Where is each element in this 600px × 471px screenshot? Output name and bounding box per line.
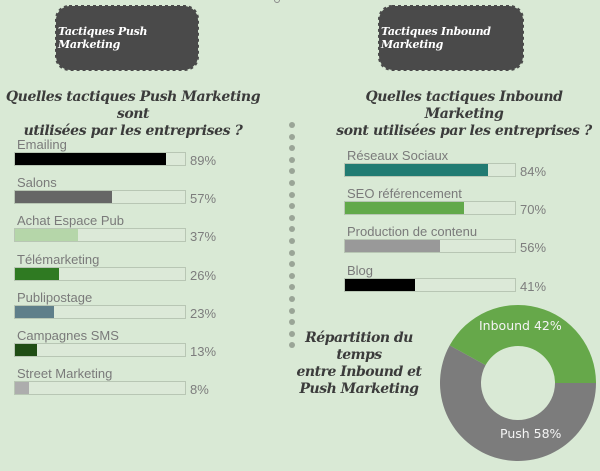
donut-chart: Inbound 42% Push 58% xyxy=(438,303,598,471)
bar-track xyxy=(14,304,186,319)
bar-track xyxy=(344,239,516,254)
bar-fill xyxy=(345,278,415,291)
push-question-title: Quelles tactiques Push Marketing sont ut… xyxy=(4,89,262,140)
donut-segment-inbound xyxy=(449,305,596,383)
bar-fill xyxy=(15,191,112,204)
bar-fill xyxy=(15,305,55,318)
bar-fill xyxy=(345,164,488,176)
inbound-question-line2: sont utilisées par les entreprises ? xyxy=(336,123,592,139)
bar-value: 8% xyxy=(190,382,209,398)
bar-fill xyxy=(15,229,78,242)
bar-fill xyxy=(15,344,38,356)
bar-value: 89% xyxy=(190,153,217,168)
divider-dot xyxy=(289,307,295,314)
bar-fill xyxy=(345,240,441,253)
divider-dot xyxy=(289,261,295,268)
bar-track xyxy=(14,190,186,205)
push-badge-label: Tactiques Push Marketing xyxy=(58,25,148,51)
bar-track xyxy=(344,163,516,177)
bar-value: 13% xyxy=(190,344,217,359)
bar-label: Salons xyxy=(17,175,57,191)
bar-value: 56% xyxy=(520,240,547,256)
divider-dot xyxy=(289,191,295,198)
divider-dot xyxy=(289,226,295,233)
divider-dot xyxy=(289,284,295,291)
push-question-line2: utilisées par les entreprises ? xyxy=(23,123,243,139)
donut-label-push: Push 58% xyxy=(500,426,562,441)
divider-dot xyxy=(289,156,295,163)
bar-value: 26% xyxy=(190,267,217,283)
divider-dot xyxy=(289,342,295,349)
bar-track xyxy=(14,266,186,281)
bar-label: Réseaux Sociaux xyxy=(347,148,449,163)
divider-dot xyxy=(289,319,295,326)
divider-dot xyxy=(289,133,295,140)
inbound-section-badge: Tactiques Inbound Marketing xyxy=(378,5,524,71)
bar-value: 37% xyxy=(190,229,217,245)
bar-value: 70% xyxy=(520,202,547,218)
bar-label: SEO référencement xyxy=(347,186,462,202)
donut-title: Répartition du temps entre Inbound et Pu… xyxy=(296,330,422,398)
bar-value: 57% xyxy=(190,191,217,207)
dotted-divider xyxy=(289,122,295,354)
divider-dot xyxy=(289,145,295,152)
bar-label: Street Marketing xyxy=(17,366,113,382)
bar-track xyxy=(344,201,516,216)
bar-label: Emailing xyxy=(17,137,67,152)
bar-track xyxy=(14,381,186,396)
divider-dot xyxy=(289,249,295,256)
bar-label: Blog xyxy=(347,262,374,278)
bar-fill xyxy=(15,267,60,280)
divider-dot xyxy=(289,330,295,337)
divider-dot xyxy=(289,237,295,244)
donut-title-line3: Push Marketing xyxy=(299,381,419,397)
donut-label-inbound: Inbound 42% xyxy=(479,318,562,333)
inbound-question-title: Quelles tactiques Inbound Marketing sont… xyxy=(336,89,592,140)
bar-label: Télémarketing xyxy=(17,251,100,267)
divider-dot xyxy=(289,122,295,128)
divider-dot xyxy=(289,179,295,186)
bar-track xyxy=(344,277,516,292)
divider-dot xyxy=(289,272,295,279)
bar-value: 84% xyxy=(520,164,547,179)
bar-track xyxy=(14,228,186,243)
top-marker xyxy=(274,0,280,3)
inbound-question-line1: Quelles tactiques Inbound Marketing xyxy=(365,89,563,122)
bar-fill xyxy=(15,153,167,165)
bar-label: Campagnes SMS xyxy=(17,328,119,343)
divider-dot xyxy=(289,203,295,210)
bar-fill xyxy=(345,202,464,215)
bar-track xyxy=(14,152,186,166)
divider-dot xyxy=(289,214,295,221)
bar-value: 23% xyxy=(190,305,217,321)
bar-value: 41% xyxy=(520,278,547,294)
bar-label: Achat Espace Pub xyxy=(17,213,124,229)
bar-label: Production de contenu xyxy=(347,224,478,240)
bar-label: Publipostage xyxy=(17,289,93,305)
donut-svg xyxy=(440,305,596,461)
bar-fill xyxy=(15,382,29,395)
donut-segment-push xyxy=(440,345,596,461)
donut-title-line1: Répartition du temps xyxy=(305,330,413,363)
inbound-badge-label: Tactiques Inbound Marketing xyxy=(381,25,491,51)
divider-dot xyxy=(289,295,295,302)
divider-dot xyxy=(289,168,295,175)
push-question-line1: Quelles tactiques Push Marketing sont xyxy=(5,89,261,122)
donut-title-line2: entre Inbound et xyxy=(296,364,422,380)
bar-track xyxy=(14,343,186,357)
push-section-badge: Tactiques Push Marketing xyxy=(55,5,199,71)
